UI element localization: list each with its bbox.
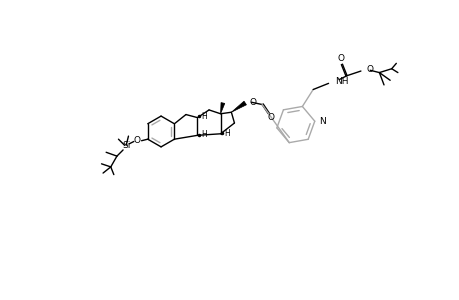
Text: NH: NH	[334, 77, 347, 86]
Text: Si: Si	[122, 141, 130, 150]
Text: H: H	[201, 112, 207, 121]
Text: O: O	[336, 54, 344, 63]
Text: O: O	[267, 113, 274, 122]
Text: N: N	[319, 117, 325, 126]
Text: H: H	[201, 130, 207, 139]
Text: O: O	[133, 136, 140, 145]
Text: O: O	[248, 98, 256, 107]
Text: O: O	[365, 65, 373, 74]
Text: H: H	[224, 128, 230, 137]
Polygon shape	[220, 103, 224, 114]
Polygon shape	[231, 101, 246, 112]
